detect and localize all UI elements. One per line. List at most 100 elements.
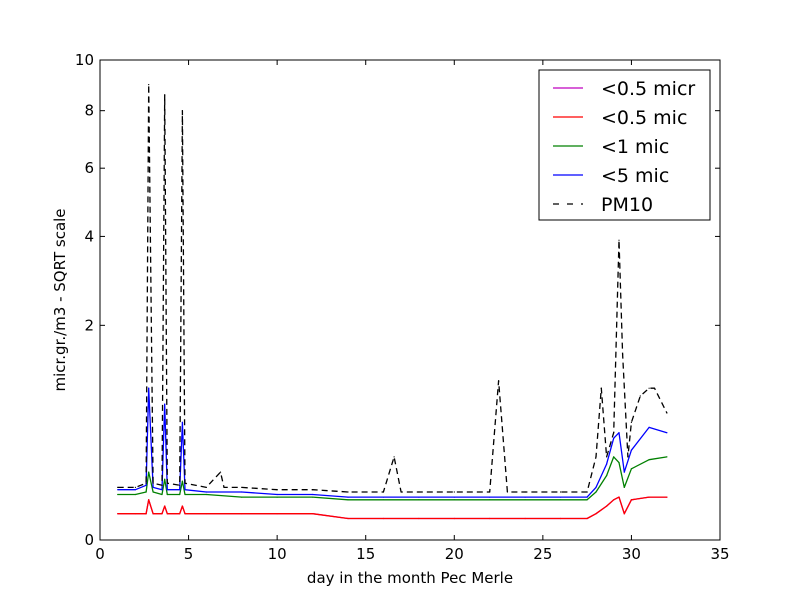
series-4-point-30: [600, 387, 602, 389]
x-tick-label-4: 20: [445, 545, 464, 563]
y-tick-label-3: 6: [84, 159, 94, 177]
series-1-point-5: [161, 513, 163, 515]
series-4-point-40: [666, 412, 668, 414]
series-2-point-7: [166, 493, 168, 496]
series-3-point-13: [276, 493, 278, 496]
series-4-point-5: [161, 484, 163, 486]
x-tick-label-1: 5: [184, 545, 194, 563]
series-2-point-23: [595, 491, 597, 493]
series-4-point-7: [166, 482, 168, 484]
series-4-point-31: [606, 456, 608, 458]
series-1-point-11: [205, 513, 207, 515]
series-3-point-7: [166, 489, 168, 491]
series-1-point-13: [276, 513, 278, 515]
series-3-point-5: [161, 489, 163, 491]
series-2-point-29: [648, 459, 650, 461]
legend-box: [538, 69, 711, 221]
series-2-point-6: [164, 478, 166, 480]
series-2-point-28: [630, 468, 633, 470]
series-1-point-17: [418, 517, 420, 520]
legend-label-1: <0.5 mic: [601, 107, 687, 129]
series-3-point-14: [312, 493, 314, 496]
series-4-point-1: [134, 486, 136, 488]
series-1-point-27: [623, 513, 625, 515]
series-3-point-22: [586, 496, 588, 498]
series-2-point-16: [382, 499, 384, 501]
plot-frame: [99, 59, 721, 541]
legend: <0.5 micr <0.5 mic <1 mic <5 mic PM10: [538, 69, 711, 221]
series-2-point-2: [145, 491, 147, 493]
series-1-point-16: [382, 517, 384, 520]
x-tick-label-5: 25: [533, 545, 552, 563]
series-3-point-10: [184, 489, 186, 491]
series-1-point-12: [241, 513, 243, 515]
series-4-point-13: [223, 486, 225, 488]
series-4-point-32: [613, 432, 615, 434]
x-tick-label-0: 0: [95, 545, 105, 563]
series-2-point-4: [152, 491, 154, 493]
series-4-point-4: [152, 482, 154, 484]
series-4-point-25: [506, 491, 508, 493]
series-4-point-8: [179, 484, 181, 486]
series-layer: [117, 83, 668, 520]
series-1-point-1: [134, 513, 136, 515]
series-3-point-15: [347, 496, 349, 498]
series-1-point-14: [312, 513, 314, 515]
series-1-point-3: [148, 499, 150, 501]
series-3-point-20: [524, 496, 526, 498]
series-3-point-27: [623, 471, 625, 473]
series-3-point-24: [606, 463, 608, 465]
series-4-point-14: [241, 486, 243, 488]
series-4-point-22: [453, 491, 455, 493]
series-3-point-0: [117, 489, 119, 491]
series-2-point-22: [586, 499, 588, 501]
series-2-point-1: [134, 493, 136, 496]
y-tick-label-1: 2: [84, 316, 94, 334]
series-1-point-23: [595, 513, 597, 515]
series-3-point-30: [666, 432, 668, 434]
x-tick-label-3: 15: [356, 545, 375, 563]
series-4-point-18: [382, 491, 384, 493]
series-4-point-6: [164, 94, 166, 96]
series-4-point-39: [653, 387, 656, 389]
x-tick-label-7: 35: [710, 545, 729, 563]
series-4-point-10: [184, 482, 186, 484]
series-4-point-35: [627, 456, 629, 458]
series-2-point-25: [613, 456, 615, 458]
series-2-point-3: [148, 471, 150, 473]
series-2-point-21: [560, 499, 562, 501]
series-3-point-12: [241, 491, 243, 493]
series-2-point-10: [184, 493, 186, 496]
series-1-point-6: [164, 505, 166, 507]
series-1-point-2: [145, 513, 147, 515]
series-1-point-22: [586, 517, 588, 520]
series-4-point-0: [117, 486, 119, 488]
series-4-point-12: [219, 471, 222, 473]
series-4-point-26: [524, 491, 526, 493]
series-2-point-18: [453, 499, 455, 501]
series-4-point-29: [595, 456, 597, 458]
x-tick-label-2: 10: [268, 545, 287, 563]
series-3-point-6: [164, 403, 166, 405]
series-3-point-16: [382, 496, 384, 498]
series-4-point-15: [276, 489, 278, 491]
series-1-point-29: [648, 496, 650, 498]
series-4-point-34: [622, 353, 624, 355]
series-4-point-23: [489, 491, 491, 493]
series-3-point-2: [145, 484, 147, 486]
series-3-point-19: [489, 496, 491, 498]
series-3-point-8: [179, 489, 181, 491]
series-1-point-7: [166, 513, 168, 515]
series-4-point-19: [393, 456, 395, 458]
series-1-point-0: [117, 513, 119, 515]
series-4-point-11: [205, 486, 207, 488]
series-2-point-19: [489, 499, 491, 501]
series-4-point-38: [648, 387, 650, 389]
series-2-point-0: [117, 493, 119, 496]
x-tick-label-6: 30: [622, 545, 641, 563]
series-1-point-9: [181, 505, 183, 507]
series-4-point-27: [560, 491, 562, 493]
series-3-point-25: [613, 437, 615, 439]
series-1-point-30: [666, 496, 668, 498]
